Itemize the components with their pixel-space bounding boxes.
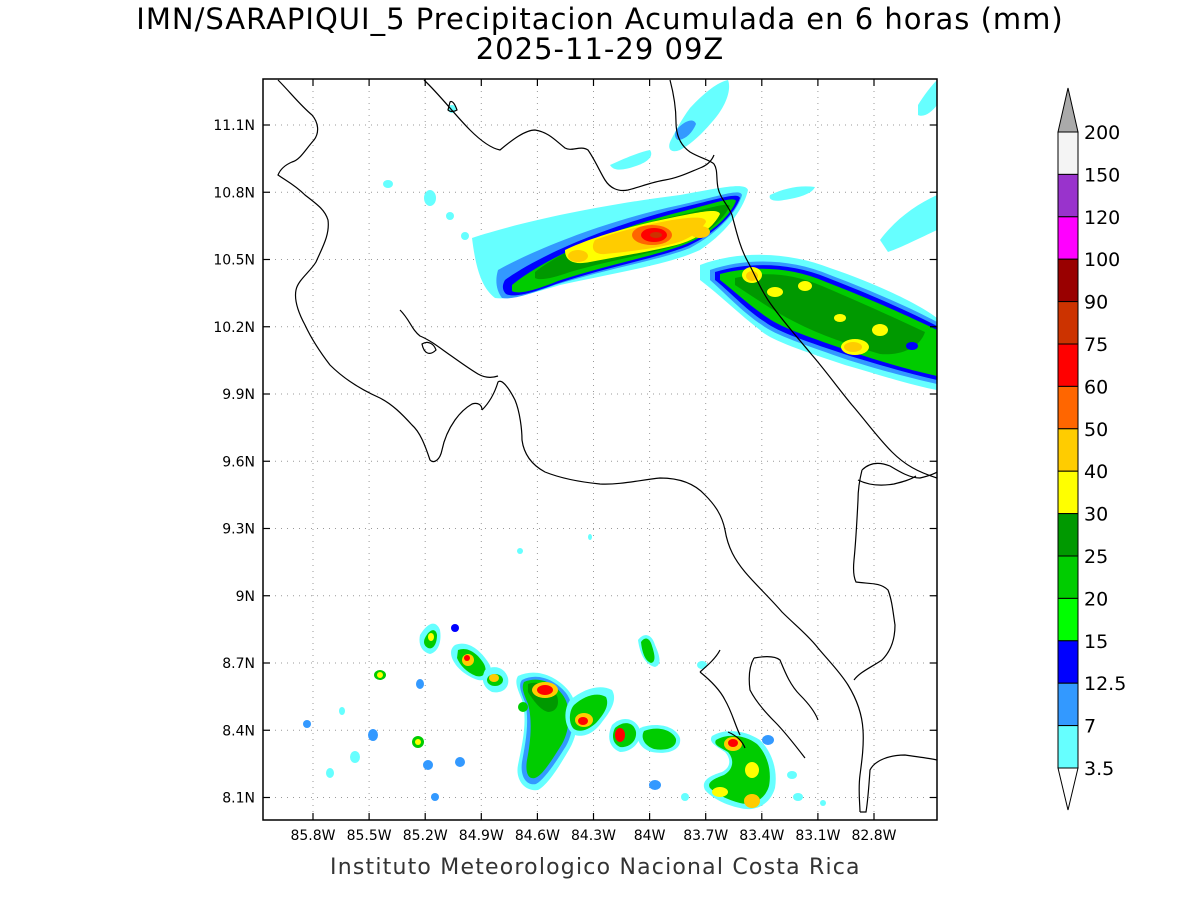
lon-tick-label: 85.5W <box>347 828 392 844</box>
lat-tick-label: 10.2N <box>213 320 255 336</box>
lat-tick-label: 9.3N <box>222 522 255 538</box>
lon-tick-label: 84.9W <box>459 828 504 844</box>
colorbar-swatch <box>1057 343 1079 387</box>
colorbar-swatch <box>1057 258 1079 303</box>
colorbar-level-label: 30 <box>1084 504 1108 526</box>
colorbar-swatch <box>1057 597 1079 642</box>
lat-tick-label: 11.1N <box>213 118 255 134</box>
colorbar-level-label: 12.5 <box>1084 673 1126 695</box>
lon-tick-label: 85.2W <box>403 828 448 844</box>
colorbar-swatch <box>1057 385 1079 430</box>
lon-tick-label: 85.8W <box>290 828 335 844</box>
colorbar-level-label: 40 <box>1084 461 1108 483</box>
colorbar-swatch <box>1057 173 1079 218</box>
map-subtitle: 2025-11-29 09Z <box>475 32 725 66</box>
colorbar-level-label: 25 <box>1084 546 1108 568</box>
colorbar-swatch <box>1057 513 1079 557</box>
colorbar-level-label: 200 <box>1084 122 1120 144</box>
lon-tick-label: 84W <box>634 828 666 844</box>
lat-tick-label: 8.7N <box>222 656 255 672</box>
colorbar-level-label: 150 <box>1084 164 1120 186</box>
colorbar-swatch <box>1057 428 1079 472</box>
lon-tick-label: 83.4W <box>739 828 784 844</box>
footer-credit: Instituto Meteorologico Nacional Costa R… <box>330 855 861 880</box>
colorbar-swatch <box>1057 131 1079 175</box>
colorbar-level-label: 20 <box>1084 588 1108 610</box>
lat-tick-label: 8.1N <box>222 791 255 807</box>
lat-tick-label: 9.6N <box>222 454 255 470</box>
colorbar-swatch <box>1057 640 1079 684</box>
lat-tick-label: 9.9N <box>222 387 255 403</box>
colorbar-level-label: 3.5 <box>1084 758 1114 780</box>
colorbar-swatch <box>1057 470 1079 515</box>
map-axis-ticks <box>263 79 937 820</box>
colorbar-level-label: 90 <box>1084 292 1108 314</box>
colorbar-level-label: 60 <box>1084 376 1108 398</box>
lat-tick-label: 10.8N <box>213 185 255 201</box>
colorbar-level-label: 15 <box>1084 631 1108 653</box>
lat-tick-label: 10.5N <box>213 253 255 269</box>
colorbar-swatch <box>1057 682 1079 727</box>
rain-cells-south <box>303 534 826 810</box>
colorbar-level-label: 75 <box>1084 334 1108 356</box>
colorbar-level-label: 120 <box>1084 207 1120 229</box>
colorbar-swatch <box>1057 725 1079 769</box>
colorbar-swatch <box>1057 301 1079 345</box>
map-frame <box>262 78 938 821</box>
colorbar-swatch <box>1057 555 1079 599</box>
latitude-labels: 11.1N 10.8N 10.5N 10.2N 9.9N 9.6N 9.3N 9N 8.7N 8.… <box>213 118 255 807</box>
lon-tick-label: 83.1W <box>795 828 840 844</box>
lat-tick-label: 9N <box>236 589 255 605</box>
colorbar-bottom-arrow <box>1057 767 1079 811</box>
rain-band-north-east <box>700 254 937 390</box>
colorbar-level-label: 100 <box>1084 249 1120 271</box>
precipitation-field <box>303 80 937 810</box>
map-title: IMN/SARAPIQUI_5 Precipitacion Acumulada … <box>136 2 1064 36</box>
precipitation-colorbar: 200 150 120 100 90 75 60 50 40 30 25 20 15 12.5 7 3.5 <box>1057 87 1126 811</box>
lon-tick-label: 83.7W <box>683 828 728 844</box>
coastline-borders <box>277 79 937 813</box>
lon-tick-label: 82.8W <box>851 828 896 844</box>
colorbar-top-arrow <box>1057 87 1079 133</box>
lon-tick-label: 84.6W <box>515 828 560 844</box>
colorbar-level-label: 50 <box>1084 419 1108 441</box>
lat-tick-label: 8.4N <box>222 723 255 739</box>
longitude-labels: 85.8W 85.5W 85.2W 84.9W 84.6W 84.3W 84W 83.7W 83… <box>290 828 896 844</box>
colorbar-level-label: 7 <box>1084 716 1096 738</box>
rain-band-north-west <box>383 80 937 299</box>
colorbar-swatch <box>1057 216 1079 260</box>
lon-tick-label: 84.3W <box>571 828 616 844</box>
